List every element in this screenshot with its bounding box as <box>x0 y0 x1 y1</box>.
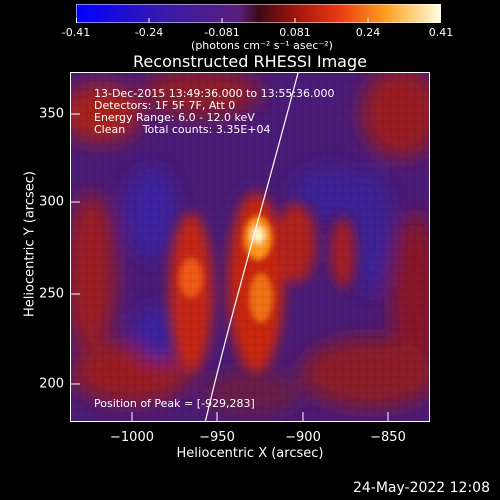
colorbar-tick: -0.081 <box>204 26 240 39</box>
colorbar-tick: -0.24 <box>134 26 164 39</box>
rhessi-image-panel <box>70 72 430 422</box>
colorbar-tick: 0.24 <box>355 26 381 39</box>
energy-range-info: Energy Range: 6.0 - 12.0 keV <box>94 111 255 124</box>
detectors-info: Detectors: 1F 5F 7F, Att 0 <box>94 99 236 112</box>
x-tick-label: −850 <box>370 430 406 445</box>
x-tick-label: −900 <box>285 430 321 445</box>
observation-time: 13-Dec-2015 13:49:36.000 to 13:55:36.000 <box>94 87 335 100</box>
y-tick-label: 200 <box>39 376 64 392</box>
y-tick-label: 300 <box>39 194 64 210</box>
clean-counts-info: Clean Total counts: 3.35E+04 <box>94 123 271 136</box>
creation-timestamp: 24-May-2022 12:08 <box>352 480 490 496</box>
colorbar-tick: 0.081 <box>279 26 311 39</box>
y-tick-label: 350 <box>39 106 64 122</box>
y-axis-label: Heliocentric Y (arcsec) <box>22 171 38 317</box>
x-axis-label: Heliocentric X (arcsec) <box>176 446 324 461</box>
y-tick-label: 250 <box>39 286 64 302</box>
colorbar <box>76 4 441 23</box>
solar-limb <box>204 73 299 421</box>
image-title: Reconstructed RHESSI Image <box>133 52 367 71</box>
colorbar-tick: 0.41 <box>428 26 454 39</box>
peak-position-info: Position of Peak = [-929,283] <box>94 397 255 410</box>
axis-ticks <box>70 113 389 422</box>
rhessi-image <box>71 73 429 421</box>
colorbar-tick: -0.41 <box>61 26 91 39</box>
x-tick-label: −950 <box>199 430 235 445</box>
colorbar-units: (photons cm⁻² s⁻¹ asec⁻²) <box>191 39 333 52</box>
x-tick-label: −1000 <box>110 430 154 445</box>
